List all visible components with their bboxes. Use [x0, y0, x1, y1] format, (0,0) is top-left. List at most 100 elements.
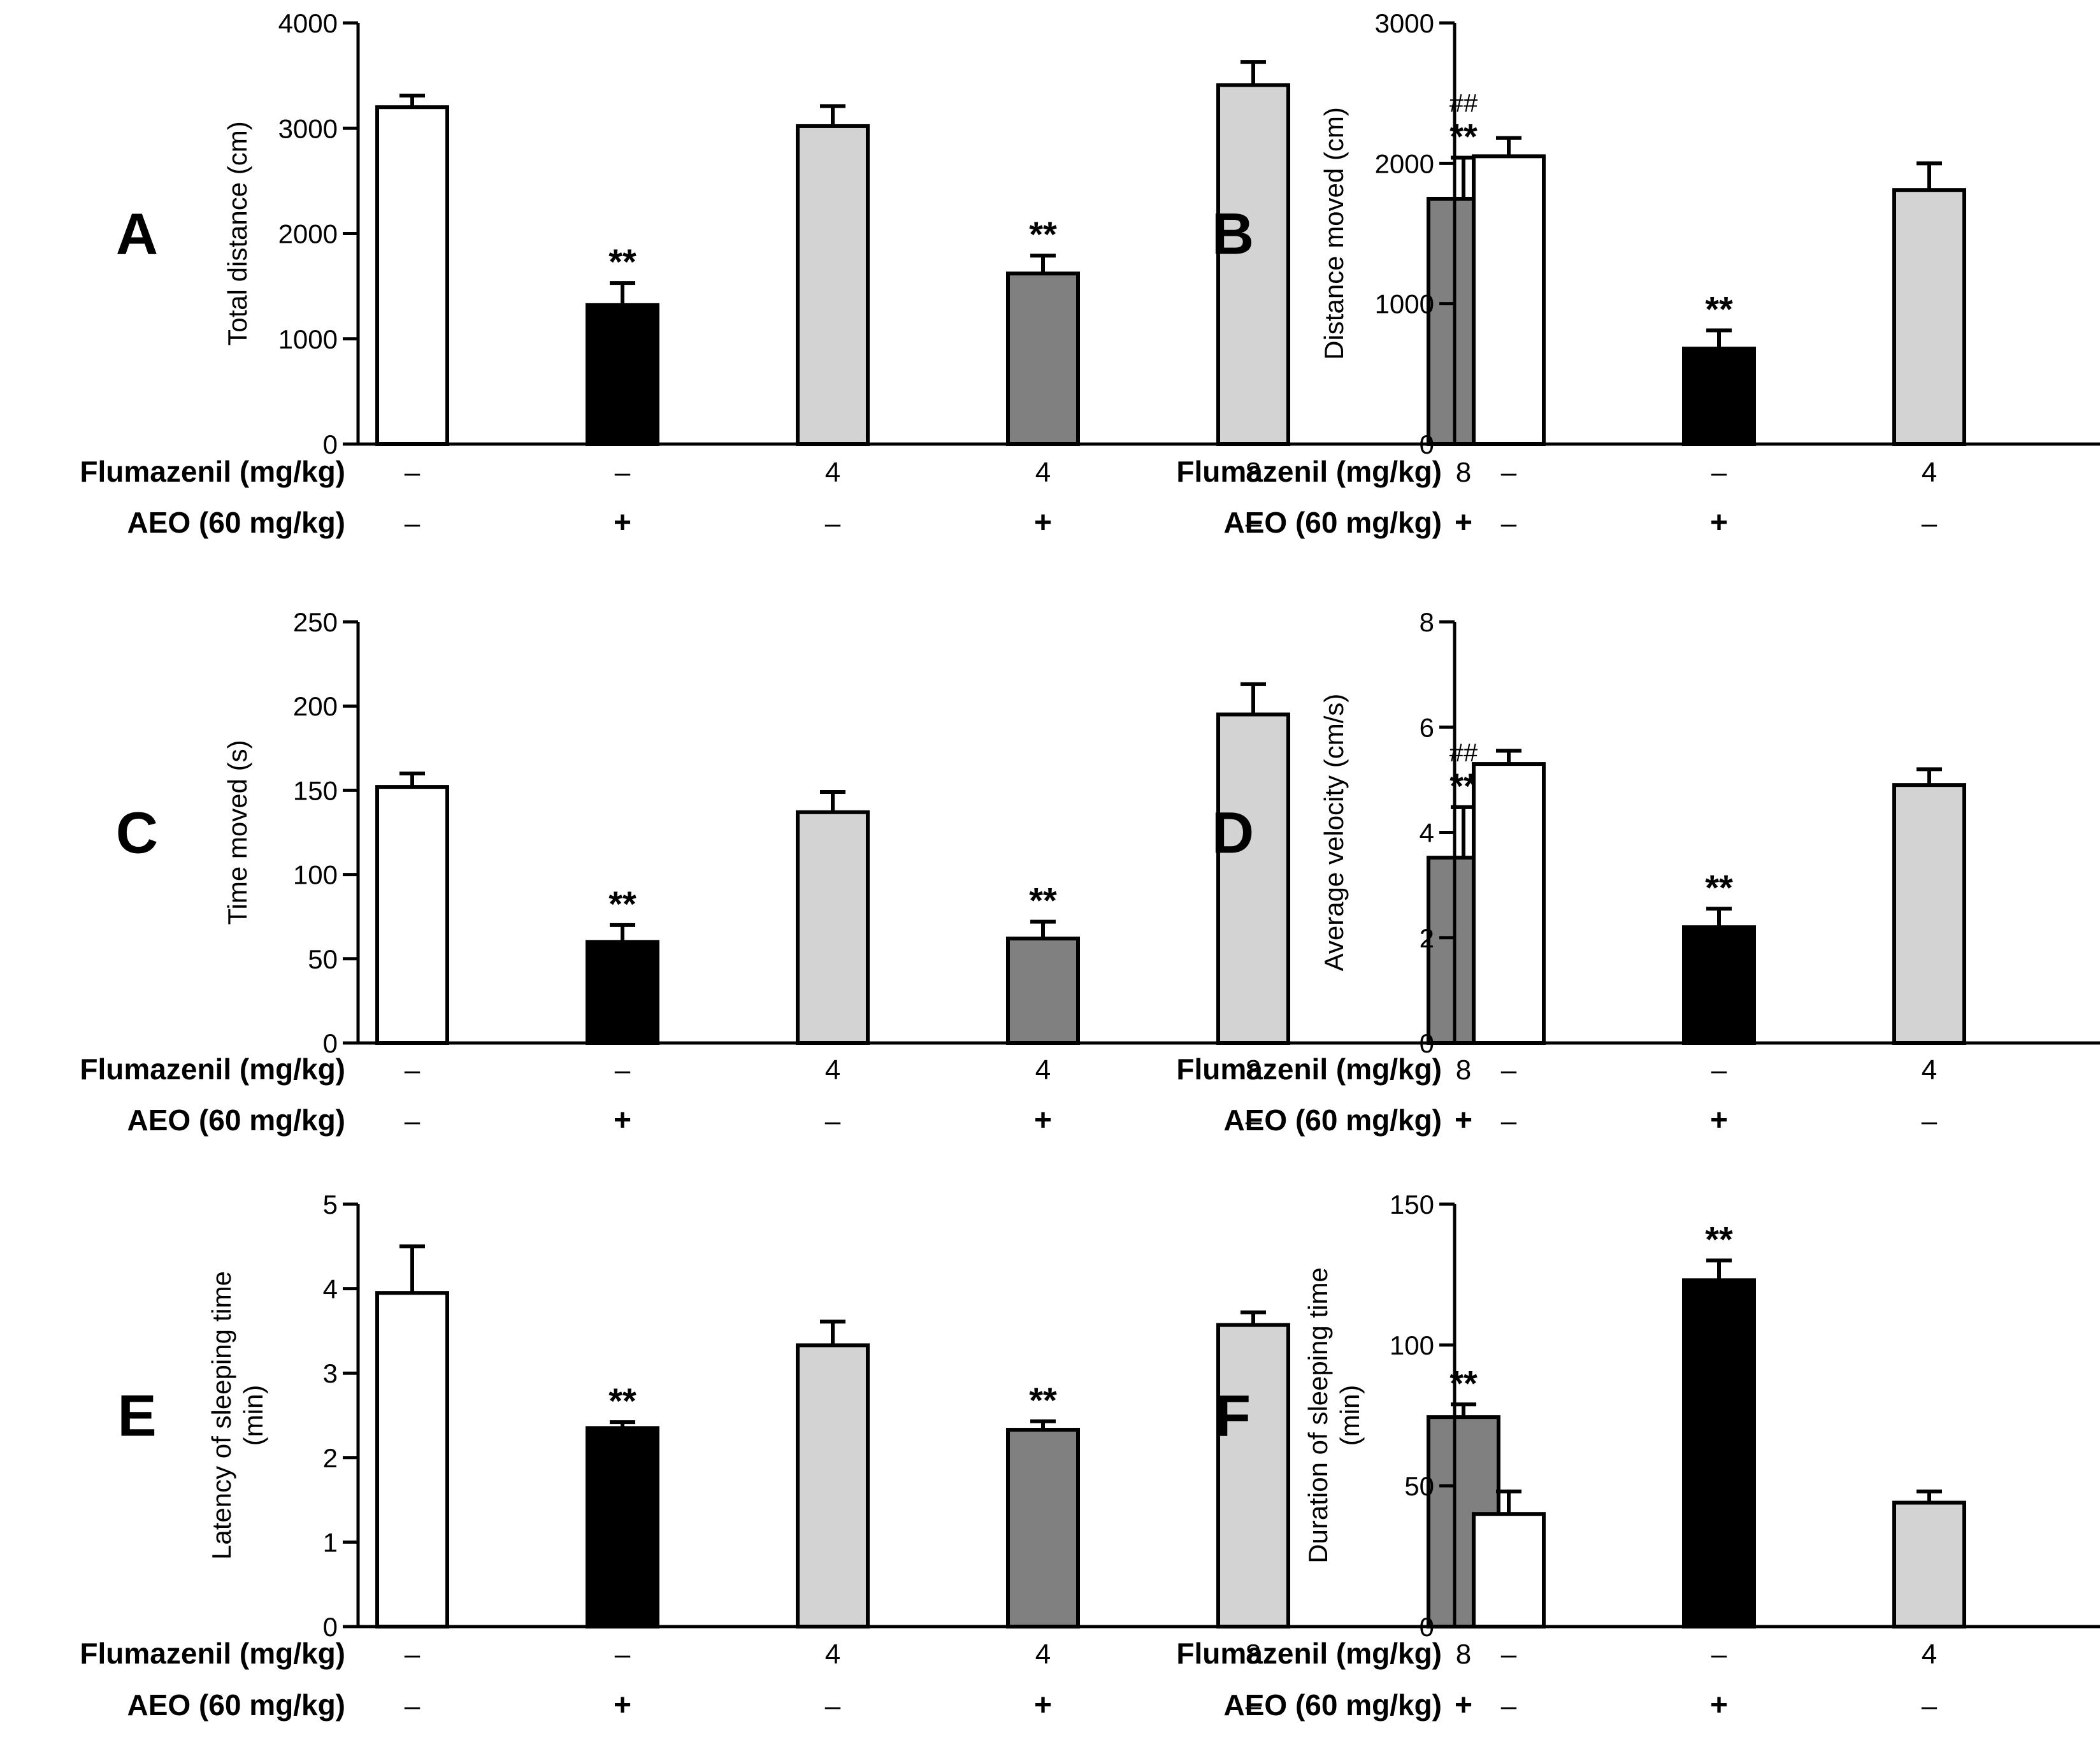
y-tick-label: 0: [1420, 429, 1434, 459]
flumazenil-level: –: [615, 457, 631, 488]
flumazenil-level: –: [615, 1054, 631, 1086]
flumazenil-level: 4: [1035, 1054, 1051, 1086]
y-tick-label: 3: [323, 1358, 338, 1388]
panel-f: F Duration of sleeping time (min) 0 50 100 150…: [1176, 1190, 2100, 1722]
flumazenil-level: –: [405, 1639, 421, 1670]
y-tick-label: 1000: [278, 324, 338, 354]
aeo-level: +: [1455, 1104, 1472, 1137]
bar: [1892, 783, 1966, 1045]
flumazenil-level: –: [405, 1054, 421, 1086]
aeo-level: –: [1501, 1690, 1517, 1722]
flumazenil-level: 4: [1922, 1639, 1937, 1670]
bar: [1006, 271, 1080, 446]
bar: [1682, 1278, 1756, 1629]
flumazenil-level: –: [615, 1639, 631, 1670]
panel-c: C Time moved (s) 0 50 100 150 200 250 – – ** – +4 – **…: [80, 607, 1500, 1137]
aeo-level: –: [1501, 508, 1517, 539]
bar: [1472, 1512, 1546, 1629]
aeo-level: –: [825, 1690, 841, 1722]
y-axis-label: Time moved (s): [222, 740, 252, 924]
aeo-level: +: [1455, 1688, 1472, 1722]
y-tick-label: 3000: [1375, 8, 1434, 38]
flumazenil-level: 8: [1456, 457, 1471, 488]
flumazenil-level: –: [1711, 457, 1727, 488]
flumazenil-level: 8: [1456, 1054, 1471, 1086]
aeo-level: –: [1246, 1690, 1262, 1722]
y-tick-label: 4: [323, 1274, 338, 1304]
y-tick-label: 4000: [278, 8, 338, 38]
y-tick-label: 0: [323, 1612, 338, 1642]
y-tick-label: 200: [293, 691, 338, 721]
aeo-level: –: [405, 508, 421, 539]
bar: [1216, 83, 1290, 446]
panel-e: E Latency of sleeping time (min)012345––**…: [80, 1190, 1500, 1722]
aeo-level: +: [1034, 506, 1052, 540]
y-tick-label: 50: [1404, 1471, 1434, 1501]
y-tick-label: 6: [1420, 712, 1434, 742]
significance-marker: **: [608, 884, 636, 924]
panel-letter: A: [116, 202, 158, 267]
y-axis-label: (min): [238, 1385, 268, 1446]
flumazenil-level: –: [1501, 1639, 1517, 1670]
panel-letter: B: [1212, 202, 1254, 267]
aeo-level: –: [1501, 1105, 1517, 1137]
flumazenil-level: 4: [825, 457, 840, 488]
significance-marker: **: [1705, 1219, 1733, 1259]
flumazenil-level: 4: [1922, 1054, 1937, 1086]
significance-marker: **: [608, 241, 636, 282]
y-tick-label: 100: [1390, 1330, 1434, 1360]
flumazenil-level: 4: [1035, 457, 1051, 488]
y-tick-label: 100: [293, 860, 338, 890]
y-tick-label: 50: [308, 944, 338, 974]
aeo-level: +: [614, 1104, 631, 1137]
significance-marker: **: [1029, 214, 1057, 254]
bar: [1006, 1428, 1080, 1629]
aeo-level: –: [825, 508, 841, 539]
y-tick-label: 0: [323, 429, 338, 459]
flumazenil-row-label: Flumazenil (mg/kg): [1176, 455, 1442, 488]
flumazenil-level: –: [1501, 457, 1517, 488]
y-tick-label: 150: [1390, 1190, 1434, 1219]
y-tick-label: 2: [1420, 923, 1434, 953]
y-axis-label: (min): [1335, 1385, 1365, 1446]
panel-letter: D: [1212, 801, 1254, 866]
aeo-level: –: [1922, 1690, 1938, 1722]
flumazenil-row-label: Flumazenil (mg/kg): [1176, 1637, 1442, 1670]
y-tick-label: 0: [1420, 1028, 1434, 1058]
significance-marker: **: [1705, 867, 1733, 907]
bar: [1472, 154, 1546, 446]
bar: [375, 785, 449, 1046]
flumazenil-level: 4: [825, 1639, 840, 1670]
y-axis-label: Total distance (cm): [222, 121, 252, 345]
y-tick-label: 2: [323, 1443, 338, 1473]
bar: [1892, 188, 1966, 446]
flumazenil-level: 4: [1922, 457, 1937, 488]
y-tick-label: 3000: [278, 113, 338, 143]
aeo-row-label: AEO (60 mg/kg): [127, 506, 345, 539]
aeo-level: +: [1034, 1688, 1052, 1722]
bar: [586, 1426, 659, 1629]
flumazenil-level: 4: [825, 1054, 840, 1086]
aeo-level: –: [405, 1105, 421, 1137]
aeo-level: +: [1710, 1104, 1728, 1137]
aeo-level: +: [1034, 1104, 1052, 1137]
aeo-level: –: [1246, 1105, 1262, 1137]
flumazenil-level: –: [1711, 1639, 1727, 1670]
flumazenil-row-label: Flumazenil (mg/kg): [80, 1053, 345, 1086]
aeo-level: +: [614, 506, 631, 540]
bar: [375, 1291, 449, 1629]
bar: [1682, 925, 1756, 1045]
aeo-row-label: AEO (60 mg/kg): [127, 1688, 345, 1722]
y-tick-label: 2000: [278, 219, 338, 249]
flumazenil-level: 8: [1456, 1639, 1471, 1670]
flumazenil-level: 8: [1246, 1639, 1261, 1670]
y-tick-label: 0: [323, 1028, 338, 1058]
flumazenil-level: –: [1501, 1054, 1517, 1086]
significance-marker: **: [1029, 1380, 1057, 1420]
bar: [796, 810, 870, 1045]
y-tick-label: 1: [323, 1527, 338, 1557]
aeo-level: –: [825, 1105, 841, 1137]
bar: [1216, 712, 1290, 1046]
